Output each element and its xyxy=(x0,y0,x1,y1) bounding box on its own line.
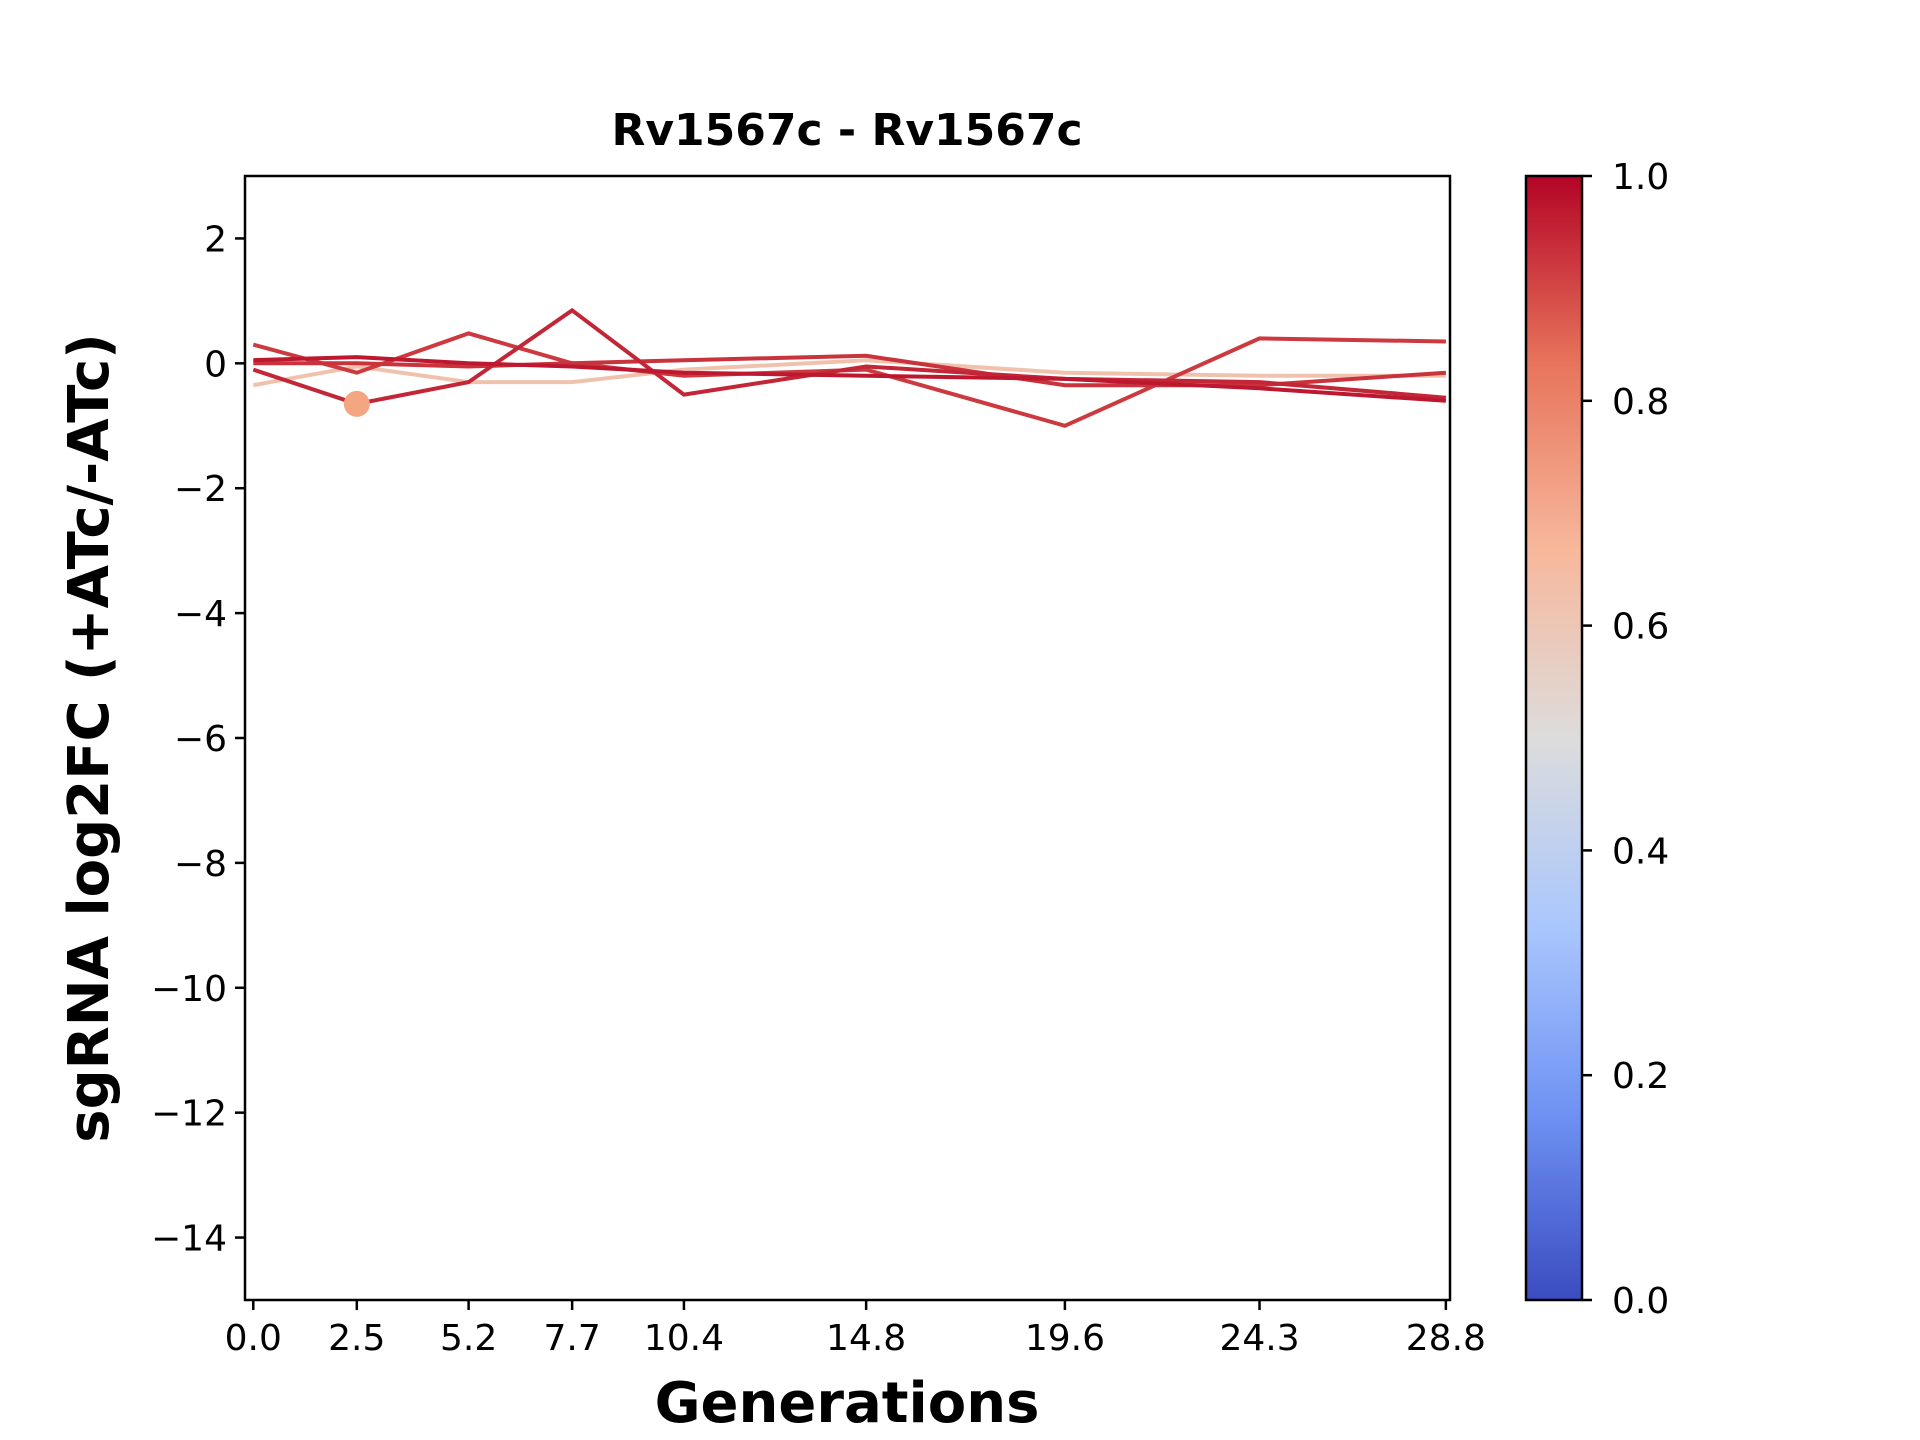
colorbar-tick-label-0: 0.0 xyxy=(1612,1281,1669,1322)
y-axis: 2 0 −2 −4 −6 −8 −10 −12 −14 xyxy=(151,219,245,1260)
x-axis-label: Generations xyxy=(655,1371,1040,1436)
x-tick-label-7: 24.3 xyxy=(1219,1318,1299,1359)
y-tick-label-1: 0 xyxy=(204,344,227,385)
x-tick-label-5: 14.8 xyxy=(826,1318,906,1359)
series-line-1 xyxy=(252,358,1446,388)
series-line-2 xyxy=(252,331,1446,428)
y-axis-label: sgRNA log2FC (+ATc/-ATc) xyxy=(57,333,122,1143)
x-tick-label-6: 19.6 xyxy=(1025,1318,1105,1359)
colorbar-tick-label-5: 1.0 xyxy=(1612,157,1669,198)
x-tick-label-0: 0.0 xyxy=(225,1318,282,1359)
x-tick-label-4: 10.4 xyxy=(644,1318,724,1359)
colorbar-axis: 0.0 0.2 0.4 0.6 0.8 1.0 xyxy=(1582,157,1669,1322)
colorbar-tick-label-2: 0.4 xyxy=(1612,831,1669,872)
y-tick-label-0: 2 xyxy=(204,219,227,260)
x-tick-label-1: 2.5 xyxy=(328,1318,385,1359)
colorbar xyxy=(1524,174,1584,1302)
x-axis: 0.0 2.5 5.2 7.7 10.4 14.8 19.6 24.3 28.8 xyxy=(225,1300,1486,1359)
series-layer xyxy=(252,307,1447,428)
series-line-4 xyxy=(253,355,1447,403)
x-tick-label-2: 5.2 xyxy=(440,1318,497,1359)
marker-layer xyxy=(343,390,370,417)
chart-title: Rv1567c - Rv1567c xyxy=(611,105,1082,156)
y-tick-label-5: −8 xyxy=(174,844,227,885)
y-tick-label-4: −6 xyxy=(174,719,227,760)
series-line-3 xyxy=(252,307,1447,406)
x-tick-label-3: 7.7 xyxy=(543,1318,600,1359)
colorbar-tick-label-3: 0.6 xyxy=(1612,607,1669,648)
y-tick-label-7: −12 xyxy=(151,1094,227,1135)
colorbar-tick-label-1: 0.2 xyxy=(1612,1056,1669,1097)
y-tick-label-3: −4 xyxy=(174,594,227,635)
y-tick-label-6: −10 xyxy=(151,969,227,1010)
plot-frame xyxy=(243,174,1452,1302)
colorbar-tick-label-4: 0.8 xyxy=(1612,382,1669,423)
x-tick-label-8: 28.8 xyxy=(1406,1318,1486,1359)
y-tick-label-2: −2 xyxy=(174,469,227,510)
data-point-marker-1 xyxy=(343,390,370,417)
y-tick-label-8: −14 xyxy=(151,1219,227,1260)
